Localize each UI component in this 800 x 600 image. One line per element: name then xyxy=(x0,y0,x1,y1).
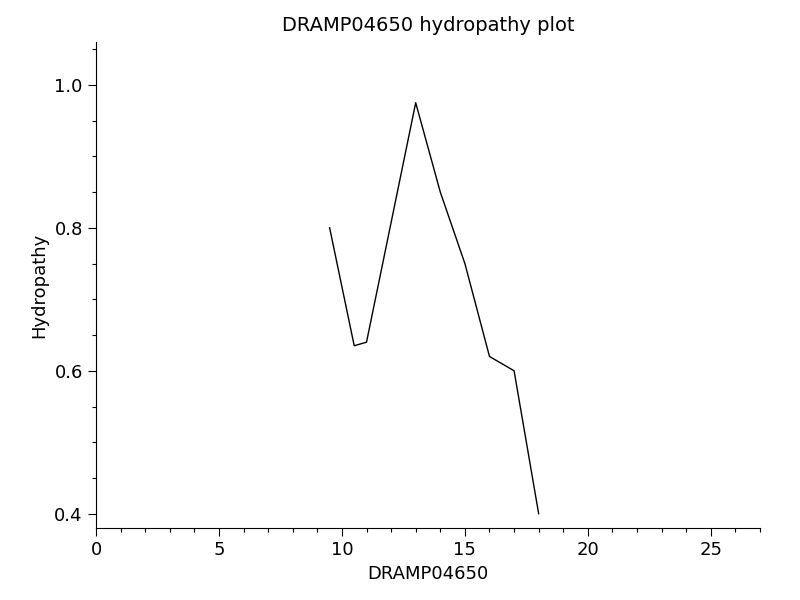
Title: DRAMP04650 hydropathy plot: DRAMP04650 hydropathy plot xyxy=(282,16,574,35)
X-axis label: DRAMP04650: DRAMP04650 xyxy=(367,565,489,583)
Y-axis label: Hydropathy: Hydropathy xyxy=(30,232,49,338)
